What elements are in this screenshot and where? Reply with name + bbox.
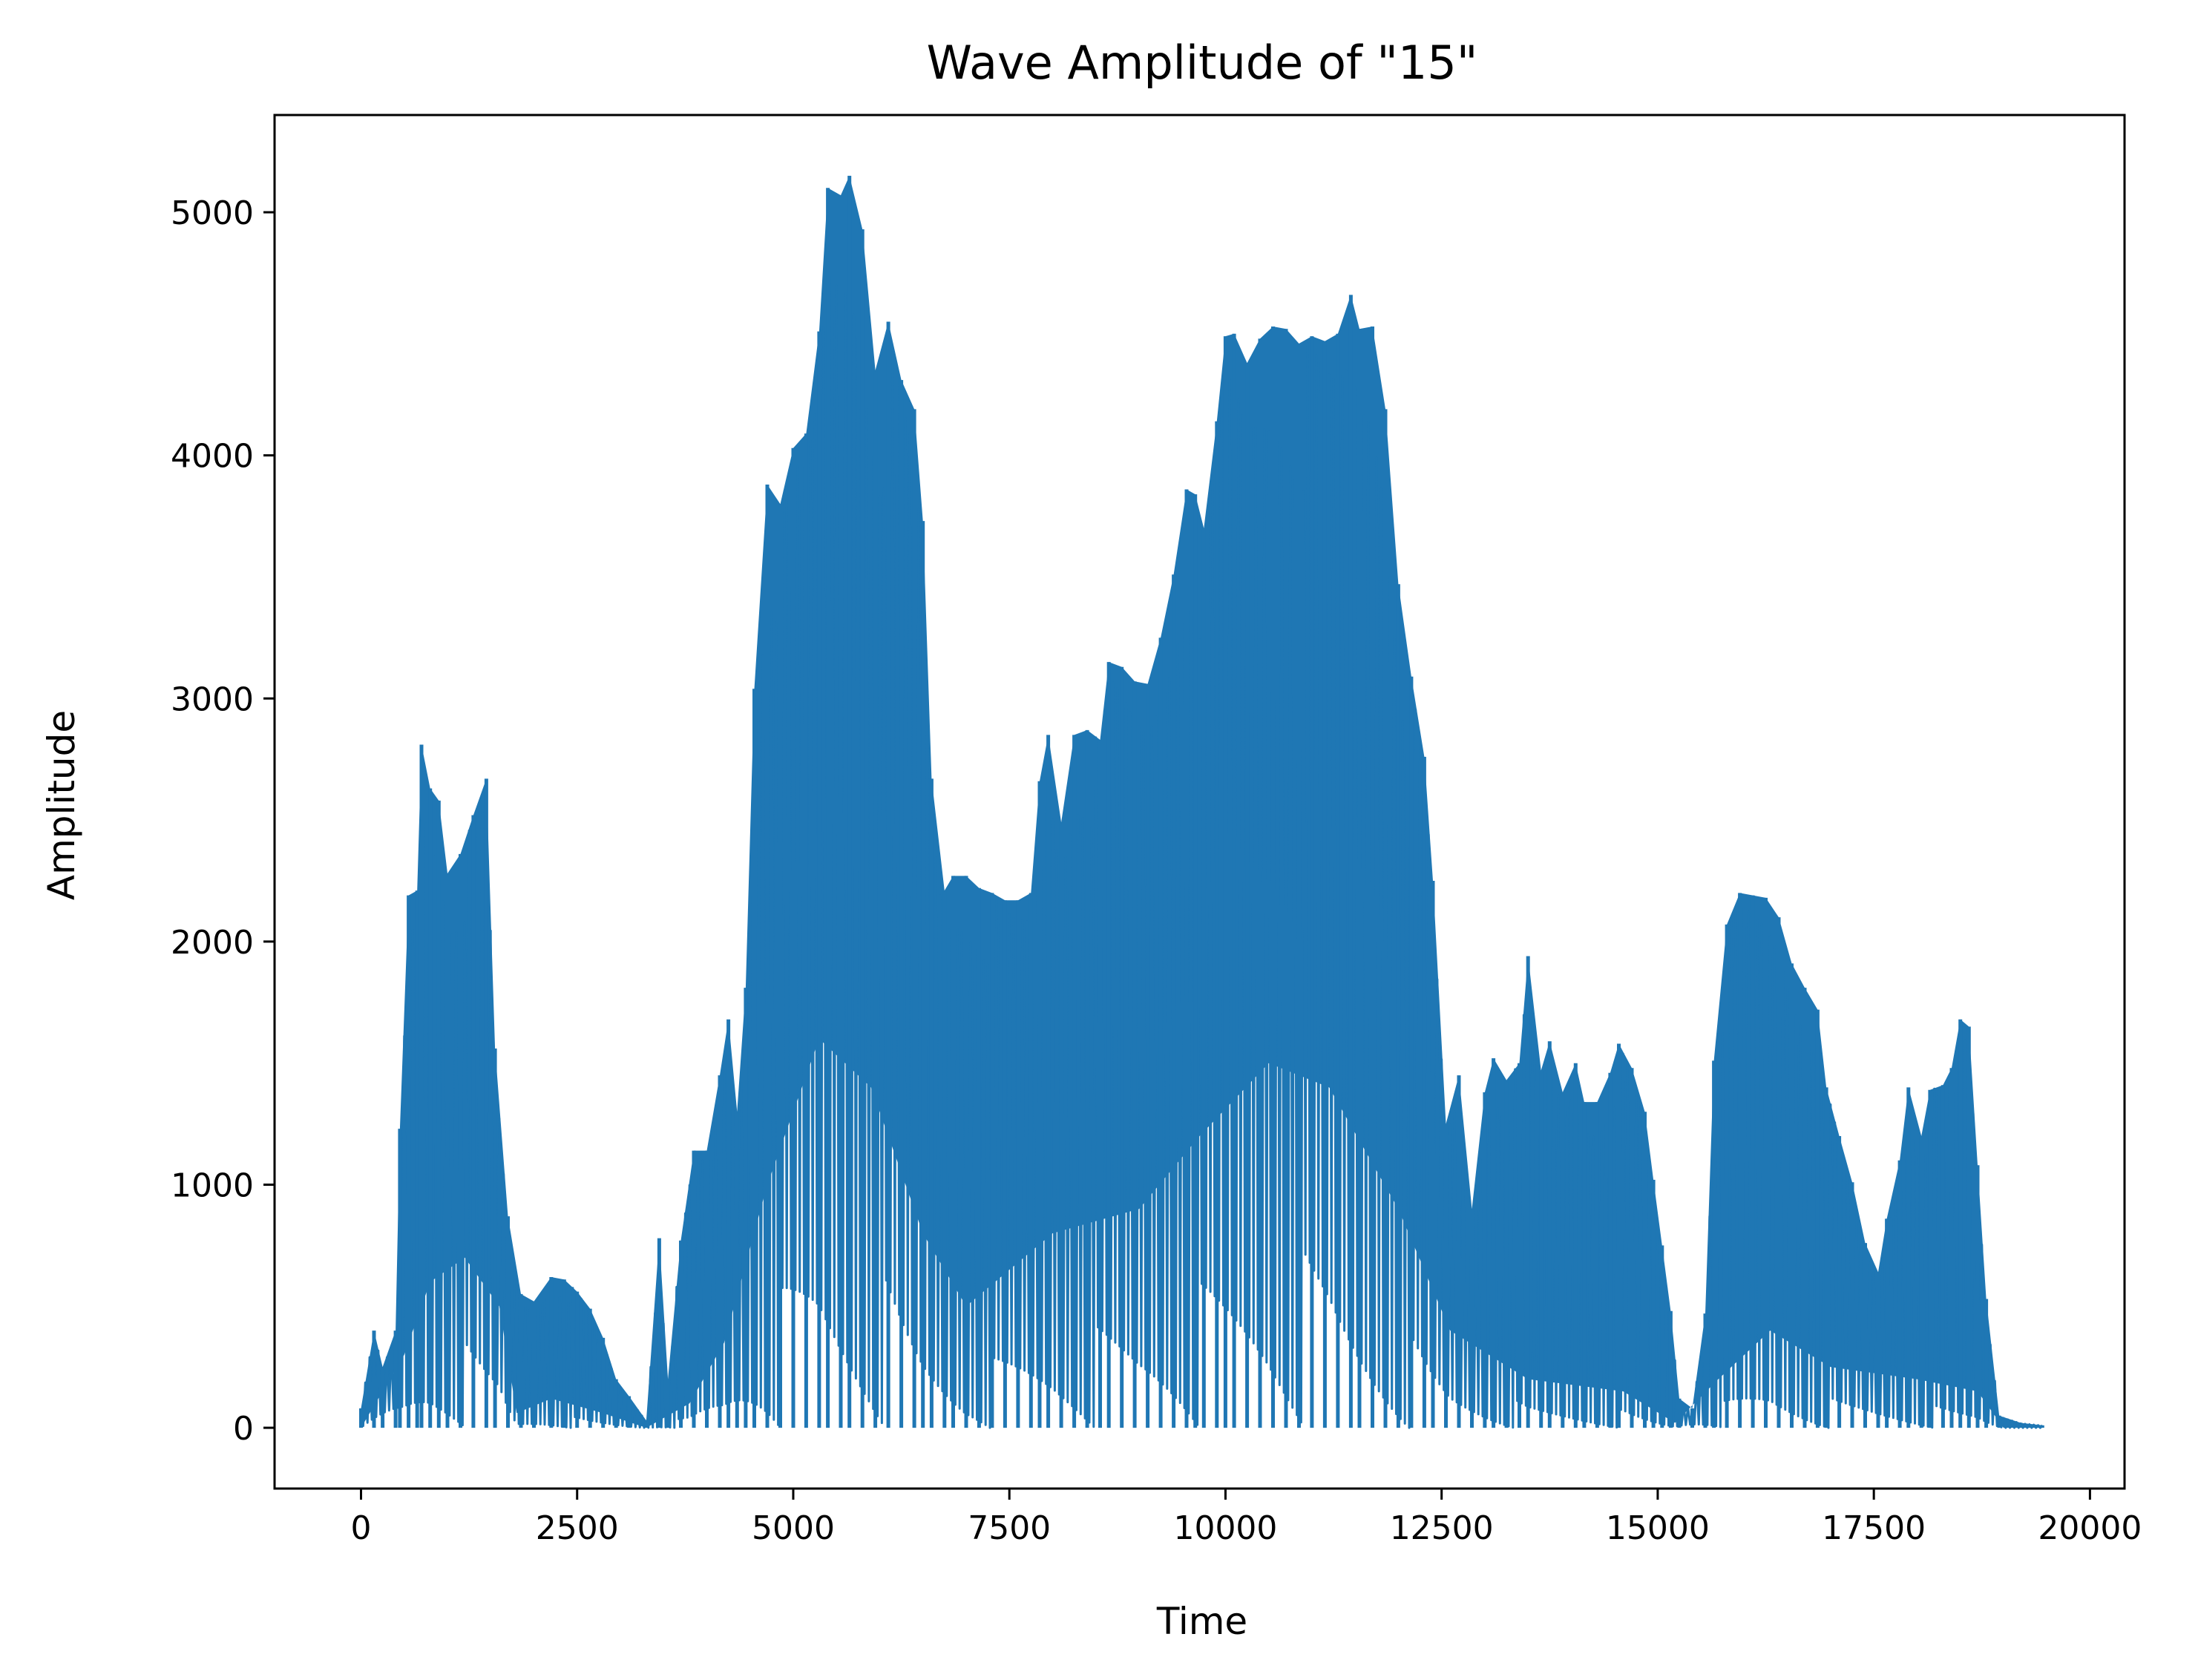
- x-tick-label: 0: [350, 1509, 371, 1547]
- x-tick-label: 5000: [752, 1509, 835, 1547]
- x-tick-label: 15000: [1606, 1509, 1710, 1547]
- chart-title: Wave Amplitude of "15": [927, 36, 1478, 90]
- plot-frame: [273, 114, 2126, 1490]
- series-line: [360, 265, 2044, 1429]
- x-tick-label: 12500: [1390, 1509, 1494, 1547]
- plot-area: [359, 175, 2044, 1429]
- series-group: [359, 175, 2044, 1429]
- x-tick-label: 20000: [2038, 1509, 2142, 1547]
- y-tick-label: 5000: [171, 194, 254, 232]
- y-tick-label: 4000: [171, 438, 254, 476]
- y-tick-label: 0: [233, 1410, 254, 1448]
- y-tick-label: 1000: [171, 1167, 254, 1204]
- y-axis: 0 1000 2000 3000 4000 5000: [171, 194, 275, 1448]
- x-tick-label: 17500: [1822, 1509, 1926, 1547]
- x-tick-label: 10000: [1173, 1509, 1277, 1547]
- x-axis: 0 2500 5000 7500 10000 12500 15000 17500 20000: [350, 1489, 2142, 1547]
- y-tick-label: 3000: [171, 680, 254, 718]
- x-tick-label: 2500: [536, 1509, 619, 1547]
- x-axis-title: Time: [1156, 1600, 1247, 1643]
- x-tick-label: 7500: [968, 1509, 1051, 1547]
- y-axis-title: Amplitude: [40, 710, 83, 900]
- y-tick-label: 2000: [171, 924, 254, 962]
